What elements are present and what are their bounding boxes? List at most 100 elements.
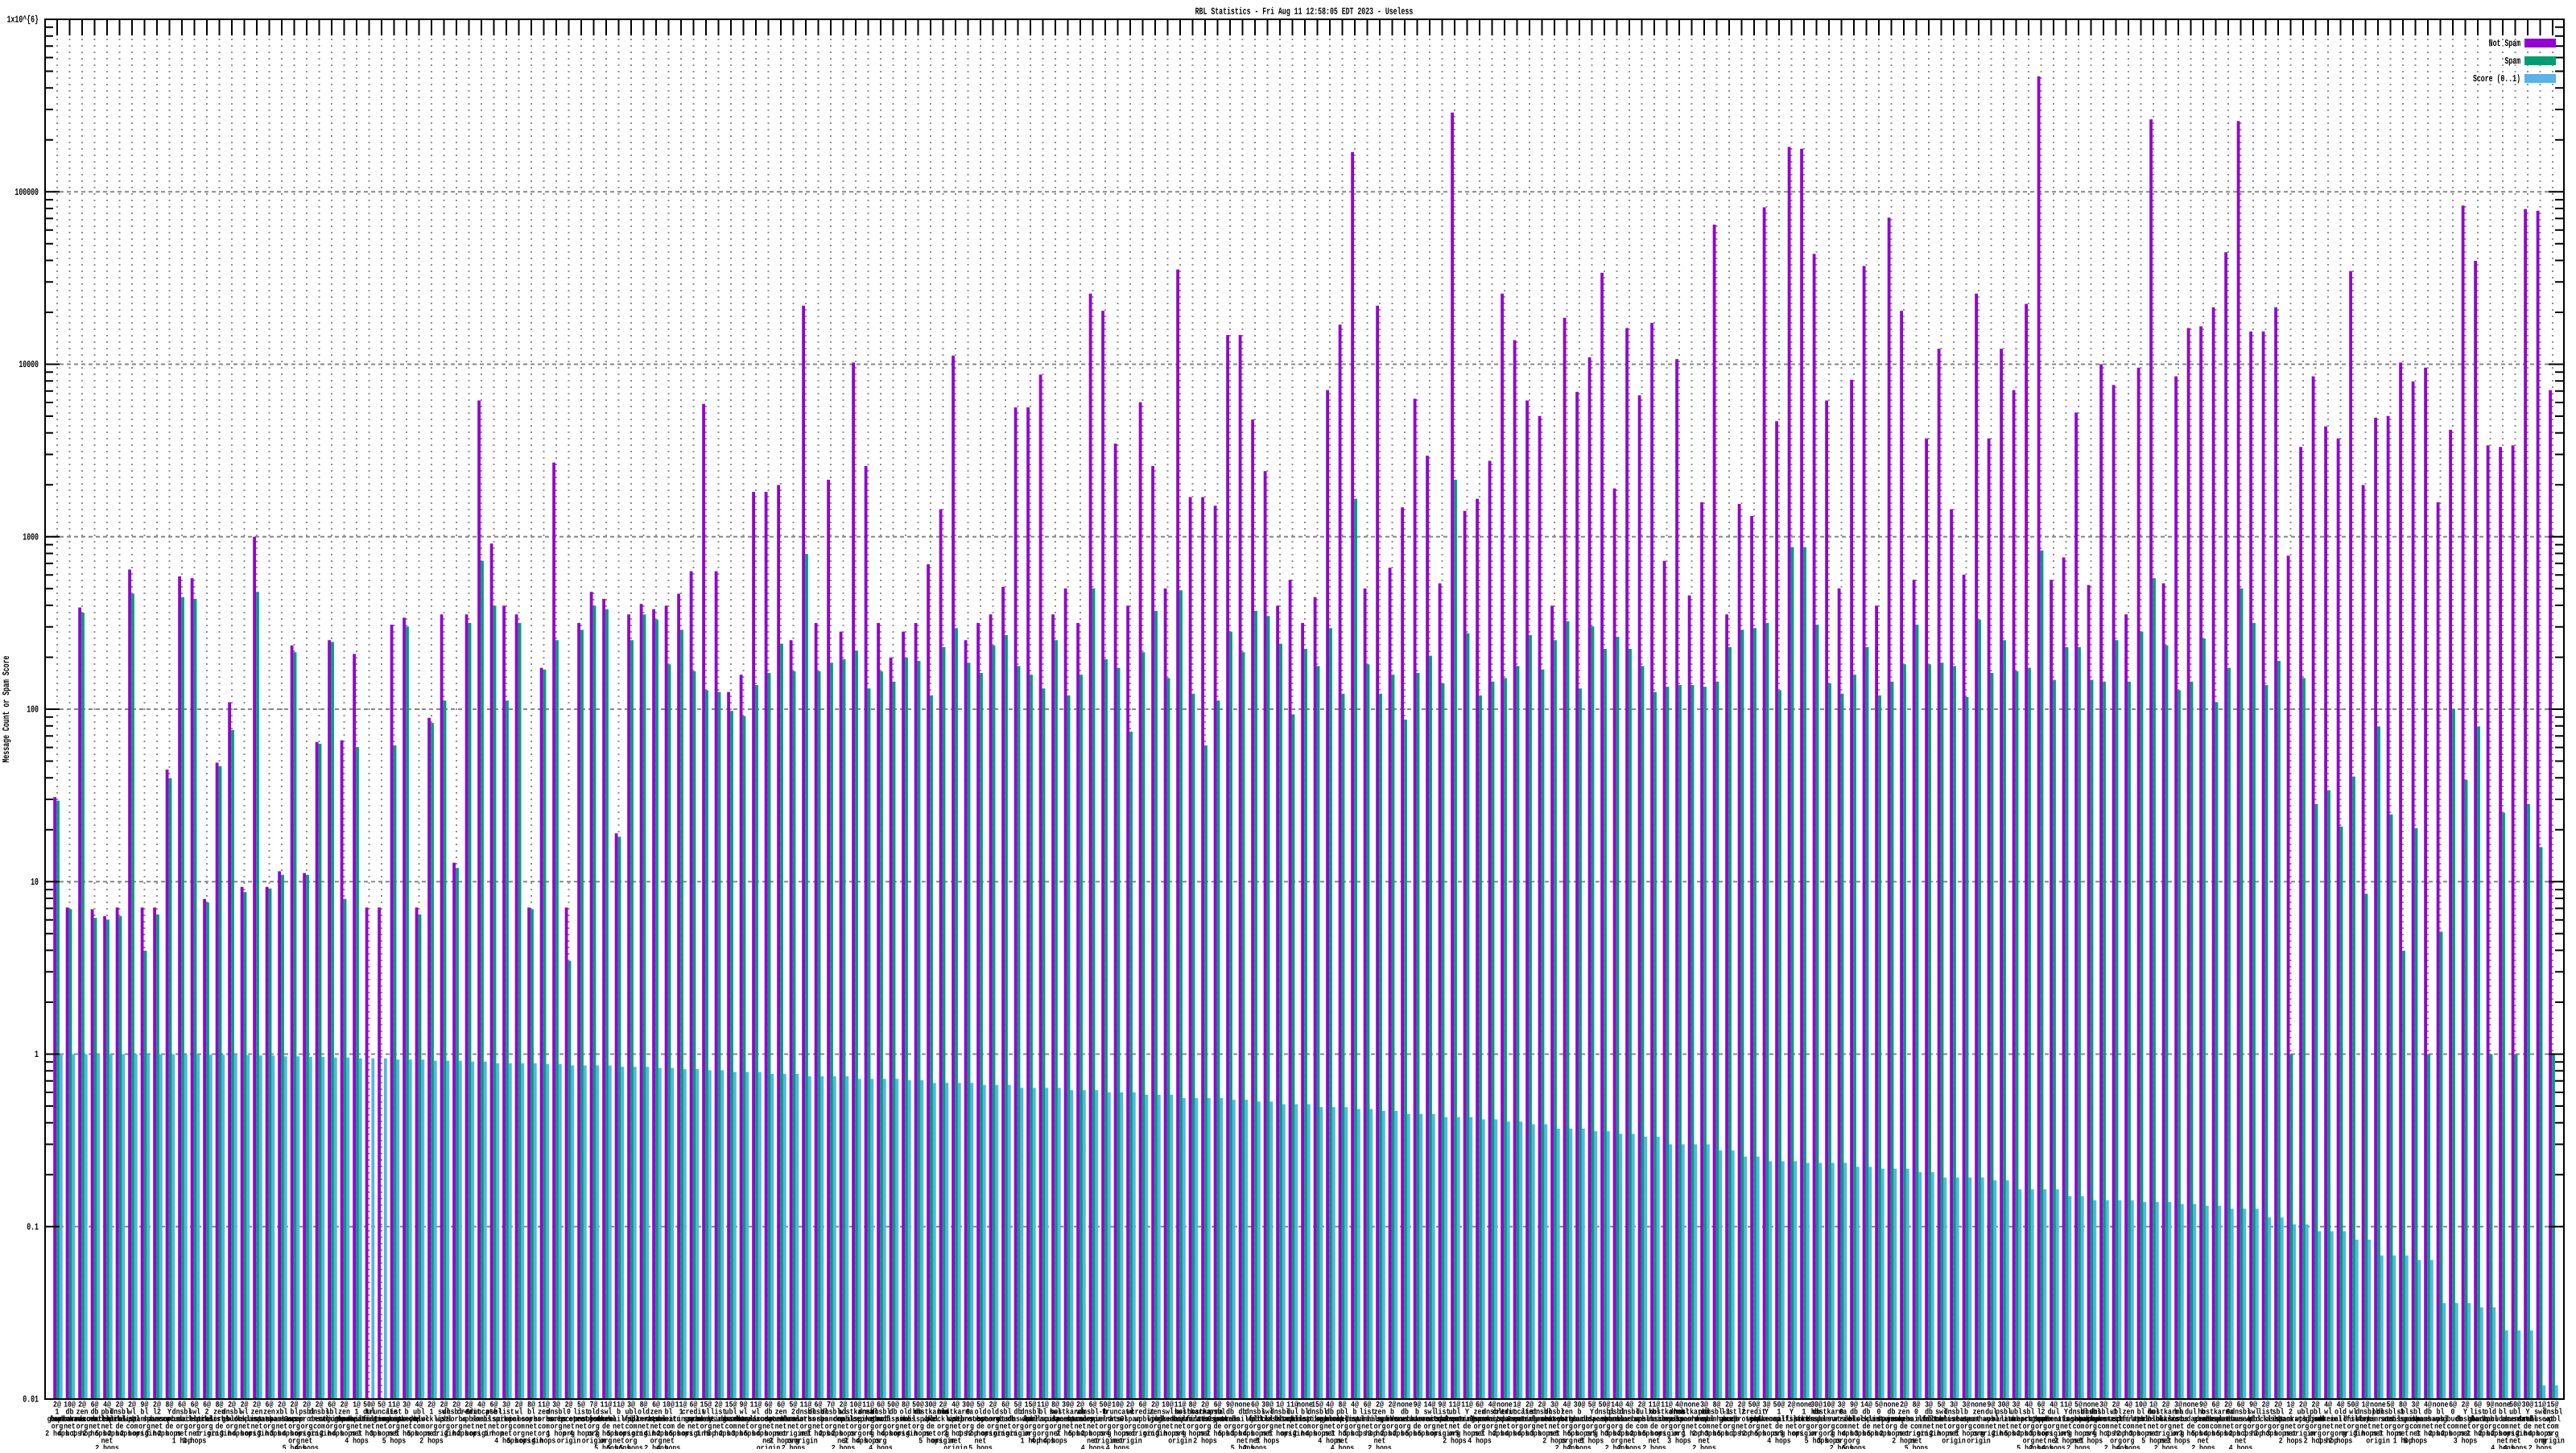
svg-text:3 hops: 3 hops	[2354, 1430, 2378, 1439]
svg-text:net: net	[663, 1438, 675, 1447]
svg-text:dnsbl: dnsbl	[1545, 1408, 1565, 1418]
svg-text:org: org	[1311, 1423, 1323, 1432]
svg-text:uceprotect: uceprotect	[848, 1416, 888, 1425]
svg-text:junkemailfilter: junkemailfilter	[2311, 1415, 2371, 1425]
svg-text:net: net	[787, 1423, 799, 1432]
svg-text:db: db	[1925, 1408, 1933, 1418]
svg-text:9@: 9@	[1988, 1401, 1996, 1410]
svg-text:origin: origin	[1131, 1430, 1155, 1439]
svg-text:wpbl: wpbl	[2545, 1415, 2561, 1425]
svg-text:net: net	[1062, 1423, 1074, 1432]
svg-text:net: net	[2459, 1423, 2471, 1432]
svg-text:uceprotect: uceprotect	[948, 1416, 988, 1425]
svg-text:11@: 11@	[750, 1401, 762, 1410]
svg-text:none: none	[2183, 1401, 2199, 1410]
svg-text:db: db	[91, 1408, 99, 1418]
svg-text:gbudb: gbudb	[2194, 1415, 2214, 1425]
svg-text:2 hops: 2 hops	[1555, 1444, 1579, 1450]
svg-text:5 hops: 5 hops	[1455, 1430, 1480, 1439]
svg-text:list: list	[1435, 1408, 1451, 1418]
svg-text:2 hops: 2 hops	[2529, 1444, 2553, 1450]
svg-text:net: net	[2198, 1438, 2210, 1447]
svg-text:Message Count or Spam Score: Message Count or Spam Score	[1, 656, 12, 763]
svg-text:2@: 2@	[1525, 1401, 1534, 1410]
svg-text:old: old	[937, 1408, 949, 1418]
svg-text:gbudb: gbudb	[222, 1415, 242, 1425]
svg-text:barracudacentral: barracudacentral	[63, 1415, 126, 1425]
svg-text:5@: 5@	[2074, 1401, 2083, 1410]
svg-text:swl: swl	[2248, 1408, 2260, 1418]
svg-text:origin: origin	[582, 1437, 606, 1447]
svg-text:swl: swl	[1935, 1408, 1947, 1418]
svg-text:dnsbl: dnsbl	[1532, 1408, 1552, 1418]
svg-text:1 hop: 1 hop	[72, 1430, 93, 1439]
svg-text:3 hops: 3 hops	[1480, 1430, 1505, 1439]
svg-text:14@: 14@	[1424, 1401, 1436, 1410]
svg-text:2 hops: 2 hops	[2104, 1444, 2128, 1450]
svg-text:sbl: sbl	[2397, 1408, 2409, 1418]
svg-text:ubl: ubl	[1449, 1408, 1461, 1418]
svg-text:net: net	[613, 1438, 625, 1447]
svg-text:30@: 30@	[1574, 1401, 1586, 1410]
svg-text:pbl: pbl	[1336, 1408, 1348, 1418]
svg-text:abuseat: abuseat	[1952, 1415, 1979, 1425]
svg-text:org: org	[226, 1423, 238, 1432]
svg-text:1 hop: 1 hop	[484, 1430, 504, 1439]
svg-text:zen: zen	[1898, 1409, 1910, 1418]
svg-text:1 hop: 1 hop	[2393, 1437, 2413, 1447]
svg-text:5 hops: 5 hops	[1580, 1437, 1604, 1447]
svg-text:origin: origin	[2154, 1430, 2178, 1439]
svg-text:blocklist: blocklist	[2248, 1415, 2283, 1425]
svg-text:com: com	[725, 1423, 737, 1432]
svg-text:net: net	[2509, 1423, 2521, 1432]
svg-text:none: none	[1496, 1401, 1513, 1410]
svg-text:5 hops: 5 hops	[1842, 1444, 1866, 1450]
svg-text:net: net	[1236, 1438, 1249, 1447]
svg-text:org: org	[2023, 1423, 2035, 1432]
svg-text:spamhaus: spamhaus	[1052, 1415, 1084, 1425]
svg-text:db: db	[1850, 1408, 1858, 1418]
svg-text:4 hops: 4 hops	[881, 1430, 906, 1439]
svg-text:sorbs: sorbs	[2380, 1415, 2401, 1425]
svg-text:4 hops: 4 hops	[1517, 1430, 1542, 1439]
svg-text:spamhaus: spamhaus	[54, 1415, 85, 1425]
svg-text:3 hops: 3 hops	[270, 1430, 294, 1439]
svg-text:psbl: psbl	[299, 1408, 315, 1418]
svg-text:barracudacentral: barracudacentral	[724, 1415, 788, 1425]
svg-text:11@: 11@	[2060, 1401, 2072, 1410]
svg-text:de: de	[166, 1422, 174, 1432]
svg-text:30@: 30@	[1062, 1401, 1074, 1410]
svg-text:net: net	[64, 1423, 76, 1432]
svg-text:2@: 2@	[1126, 1401, 1134, 1410]
svg-text:3 hops: 3 hops	[2454, 1437, 2478, 1447]
svg-text:org: org	[288, 1438, 300, 1447]
svg-text:5@: 5@	[1014, 1401, 1022, 1410]
svg-text:11@: 11@	[1174, 1401, 1187, 1410]
svg-text:origin: origin	[943, 1444, 968, 1450]
svg-text:origin: origin	[2541, 1437, 2565, 1447]
svg-text:truncate: truncate	[365, 1409, 397, 1418]
svg-text:2 hops: 2 hops	[1368, 1444, 1392, 1450]
svg-text:3@: 3@	[1963, 1401, 1971, 1410]
svg-text:dnsbl: dnsbl	[1021, 1408, 1041, 1418]
svg-text:junkemailfilter: junkemailfilter	[589, 1415, 649, 1425]
svg-text:11@: 11@	[800, 1401, 812, 1410]
svg-text:sbl: sbl	[326, 1408, 338, 1418]
svg-text:hostkarma: hostkarma	[1674, 1408, 1709, 1418]
svg-text:4 hops: 4 hops	[283, 1430, 307, 1439]
svg-text:spamrats: spamrats	[2275, 1416, 2306, 1425]
svg-text:net: net	[762, 1423, 774, 1432]
svg-text:wpbl: wpbl	[1147, 1415, 1163, 1425]
svg-text:1x10^{6}: 1x10^{6}	[7, 14, 39, 26]
svg-text:sbl: sbl	[2273, 1408, 2285, 1418]
svg-text:sorbs: sorbs	[796, 1415, 816, 1425]
svg-text:none: none	[2495, 1401, 2511, 1410]
svg-text:6@: 6@	[2449, 1401, 2457, 1410]
svg-text:none: none	[1684, 1401, 1700, 1410]
svg-text:gbudb: gbudb	[2468, 1415, 2488, 1425]
svg-text:5 hops: 5 hops	[1717, 1430, 1741, 1439]
svg-text:com: com	[2098, 1423, 2110, 1432]
svg-text:origin: origin	[1792, 1430, 1816, 1439]
svg-text:1000: 1000	[23, 531, 39, 543]
svg-text:8@: 8@	[902, 1401, 910, 1410]
